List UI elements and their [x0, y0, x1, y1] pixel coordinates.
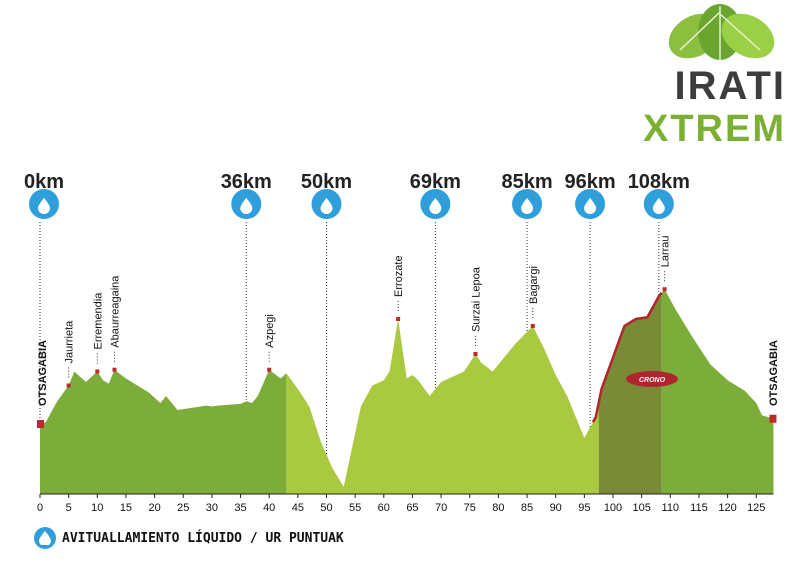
x-tick-label: 110: [662, 502, 680, 514]
x-tick-label: 55: [349, 502, 361, 514]
profile-area-stage1: [40, 369, 287, 494]
waypoint-marker: [662, 287, 667, 292]
x-tick-label: 90: [550, 502, 562, 514]
x-tick-label: 65: [406, 502, 418, 514]
x-tick-label: 0: [37, 502, 43, 514]
water-drop-glyph: [429, 198, 442, 214]
water-point-km-label: 108km: [628, 171, 690, 193]
x-tick-label: 10: [91, 502, 103, 514]
waypoint-marker: [112, 367, 117, 372]
water-drop-glyph: [521, 198, 534, 214]
legend: AVITUALLAMIENTO LÍQUIDO / UR PUNTUAK: [34, 527, 344, 549]
x-tick-label: 25: [177, 502, 189, 514]
waypoint-label: Surzai Lepoa: [470, 266, 482, 332]
route-line: [591, 291, 663, 423]
x-tick-label: 50: [320, 502, 332, 514]
x-tick-label: 75: [464, 502, 476, 514]
waypoint-marker: [66, 383, 71, 388]
logo-title-line2: XTREM: [643, 108, 786, 150]
x-tick-label: 120: [718, 502, 736, 514]
x-tick-label: 115: [690, 502, 708, 514]
waypoint-label: Larrau: [660, 235, 672, 267]
waypoint-marker: [396, 317, 401, 321]
end-label: OTSAGABIA: [768, 340, 780, 406]
x-tick-label: 95: [578, 502, 590, 514]
x-tick-label: 70: [435, 502, 447, 514]
waypoint-marker: [530, 324, 535, 328]
leaves-icon: [668, 4, 775, 60]
profile-area-stage3: [661, 289, 774, 494]
crono-logo: CRONO: [626, 371, 678, 387]
waypoint-label: Azpegi: [264, 314, 276, 348]
waypoint-marker: [95, 369, 100, 374]
waypoint-label: Abaurreagaina: [109, 275, 121, 348]
crono-text: CRONO: [639, 377, 666, 384]
water-drop-glyph: [652, 198, 665, 214]
x-tick-label: 85: [521, 502, 533, 514]
profile-area-highlight: [598, 292, 662, 494]
x-tick-label: 100: [604, 502, 622, 514]
water-drop-glyph: [240, 198, 253, 214]
x-tick-label: 125: [747, 502, 765, 514]
legend-label: AVITUALLAMIENTO LÍQUIDO / UR PUNTUAK: [62, 530, 344, 546]
start-label: OTSAGABIA: [37, 340, 49, 406]
end-marker: [769, 414, 777, 423]
x-tick-label: 105: [632, 502, 650, 514]
water-drop-glyph: [320, 198, 333, 214]
x-tick-label: 20: [148, 502, 160, 514]
waypoint-label: Erremendia: [92, 292, 104, 350]
waypoint-marker: [473, 352, 478, 356]
water-point-km-label: 36km: [221, 171, 272, 193]
irati-xtrem-logo: IRATI XTREM: [640, 2, 800, 152]
start-marker: [37, 420, 44, 428]
x-tick-label: 40: [263, 502, 275, 514]
x-tick-label: 30: [206, 502, 218, 514]
x-tick-label: 15: [120, 502, 132, 514]
x-tick-label: 60: [378, 502, 390, 514]
x-tick-label: 80: [492, 502, 504, 514]
logo-title-line1: IRATI: [674, 64, 786, 108]
profile-area-stage2: [286, 319, 599, 494]
crono-badge: [626, 371, 678, 387]
water-point-km-label: 96km: [565, 171, 616, 193]
water-drop-icon: [34, 527, 56, 549]
water-drop-glyph: [584, 198, 597, 214]
water-point-km-label: 85km: [501, 171, 552, 193]
x-tick-label: 5: [66, 502, 72, 514]
waypoint-label: Errozate: [393, 255, 405, 297]
water-point-km-label: 50km: [301, 171, 352, 193]
water-point-km-label: 0km: [24, 171, 64, 193]
waypoint-label: Jaurrieta: [64, 320, 76, 364]
waypoint-label: Bagargi: [528, 266, 540, 304]
water-point-km-label: 69km: [410, 171, 461, 193]
water-drop-glyph: [38, 198, 50, 214]
waypoint-marker: [267, 367, 272, 372]
x-tick-label: 45: [292, 502, 304, 514]
x-tick-label: 35: [234, 502, 246, 514]
